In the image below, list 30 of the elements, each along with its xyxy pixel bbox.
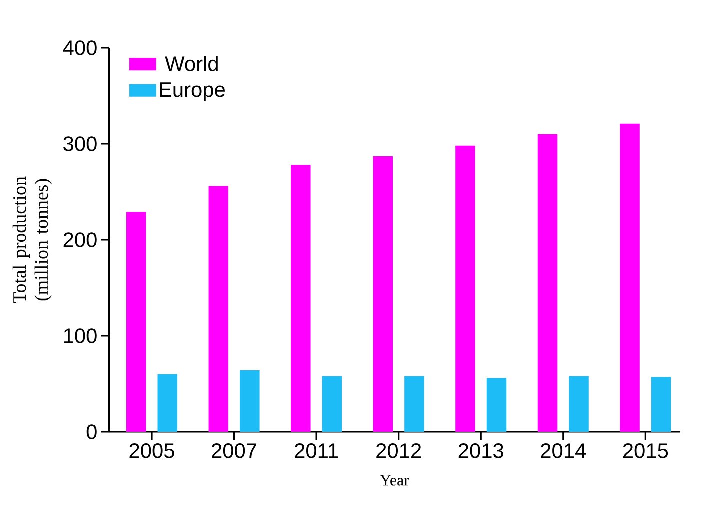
y-axis-title: Total production (million tonnes) [12,176,52,304]
bar [404,376,424,432]
y-tick-label: 400 [63,40,97,56]
bar [240,370,260,432]
x-tick-label: 2012 [376,444,422,458]
x-tick-label: 2005 [130,444,174,458]
bar [456,146,476,432]
bar [158,374,178,432]
bar [569,376,589,432]
bar [322,376,342,432]
x-tick-label: 2011 [295,444,338,458]
bar [126,212,146,432]
y-tick-label: 300 [64,136,97,152]
legend-label: Europe [160,82,225,102]
bar [538,134,558,432]
bar [208,186,229,432]
x-tick-label: 2013 [458,444,504,458]
bar [651,377,672,432]
bar [486,378,507,432]
bar [291,165,311,432]
x-tick-label: 2015 [623,444,668,458]
x-tick-label: 2007 [212,444,256,458]
y-tick-label: 100 [64,328,97,344]
bar [620,124,640,432]
x-tick-label: 2014 [541,444,586,458]
legend-label: World [165,56,218,72]
y-tick-label: 200 [64,232,97,248]
y-tick-label: 0 [86,424,97,440]
x-axis-title: Year [380,475,410,486]
bar [373,156,394,432]
